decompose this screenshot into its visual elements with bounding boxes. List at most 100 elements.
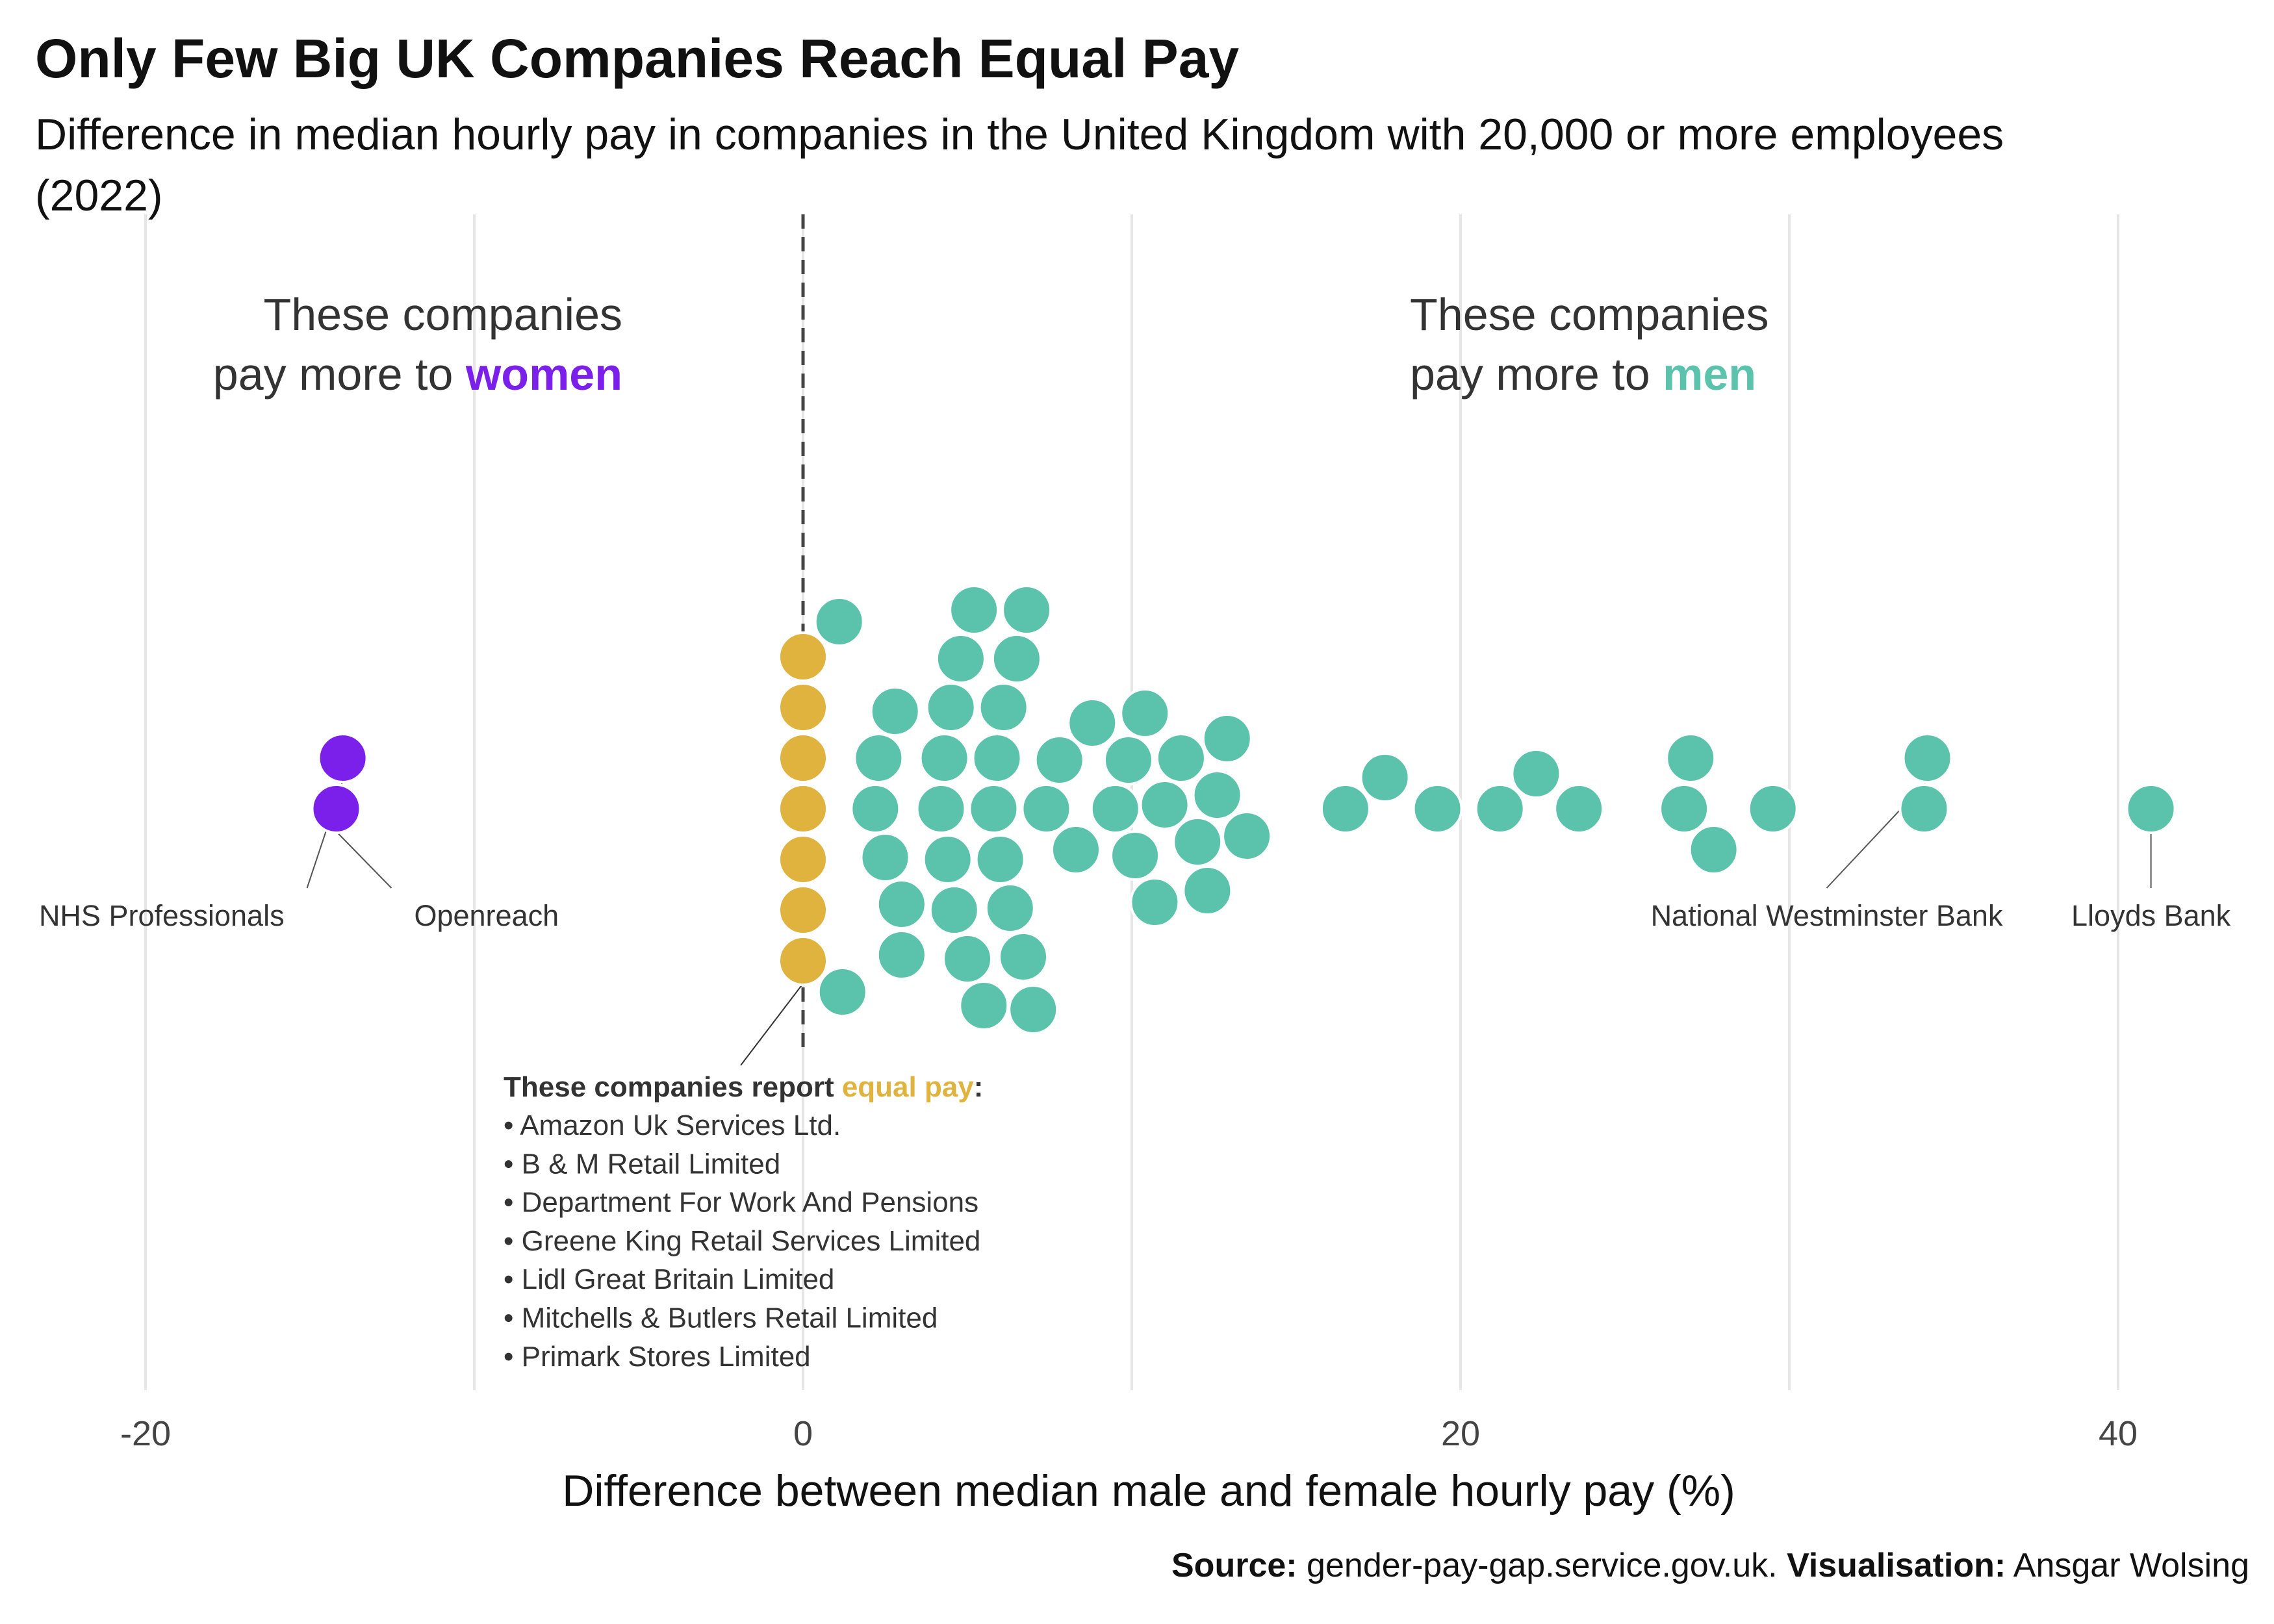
data-point-men — [1050, 824, 1101, 875]
data-point-men — [1090, 783, 1141, 834]
data-point-men — [1008, 984, 1059, 1035]
equal-pay-company: • Primark Stores Limited — [504, 1341, 811, 1373]
men-group-label-line1: These companies — [1410, 289, 1769, 340]
data-point-men — [1067, 698, 1118, 748]
equal-pay-company: • Lidl Great Britain Limited — [504, 1263, 834, 1295]
x-tick-label: 40 — [2099, 1414, 2138, 1453]
equal-pay-annotation: These companies report equal pay: • Amaz… — [504, 1071, 983, 1373]
data-point-men — [1110, 830, 1161, 881]
data-point-men — [1688, 824, 1739, 875]
data-point-men — [968, 783, 1019, 834]
source-label: Source: — [1171, 1547, 1297, 1584]
data-point-men — [1665, 733, 1717, 783]
data-point-men — [1474, 783, 1526, 834]
data-point-men — [1221, 811, 1273, 861]
data-point-men — [1201, 713, 1253, 764]
data-point-men — [971, 733, 1023, 783]
equal-pay-leader-line — [740, 983, 804, 1066]
data-point-men — [1172, 817, 1223, 867]
visualisation-label: Visualisation: — [1787, 1547, 2006, 1584]
data-point-men — [1359, 752, 1411, 803]
source-text: gender-pay-gap.service.gov.uk. — [1297, 1547, 1787, 1584]
data-point-men — [925, 682, 977, 733]
data-point-men — [1192, 770, 1243, 820]
women-group-label-line1: These companies — [263, 289, 622, 340]
data-point-men — [1511, 748, 1562, 799]
x-tick-label: 20 — [1441, 1414, 1480, 1453]
company-annotation-label: Openreach — [414, 899, 559, 932]
data-point-men — [984, 883, 1036, 933]
x-axis-tick-labels: -20 0 20 40 — [120, 1414, 2138, 1453]
data-point-women — [311, 783, 362, 834]
data-point-men — [975, 834, 1026, 885]
data-point-equal — [778, 783, 828, 834]
data-point-men — [991, 633, 1042, 684]
company-annotation-label: National Westminster Bank — [1651, 899, 2003, 932]
data-point-men — [1155, 733, 1207, 783]
equal-pay-company: • Mitchells & Butlers Retail Limited — [504, 1302, 938, 1334]
equal-pay-company: • Greene King Retail Services Limited — [504, 1225, 980, 1257]
x-axis-label: Difference between median male and femal… — [562, 1466, 1735, 1516]
data-point-men — [1034, 735, 1085, 785]
data-point-men — [998, 932, 1049, 982]
data-point-men — [817, 967, 868, 1017]
data-point-men — [922, 834, 973, 885]
source-caption: Source: gender-pay-gap.service.gov.uk. V… — [1171, 1546, 2249, 1585]
annotation-leader-lines — [306, 780, 2152, 1066]
data-point-men — [1182, 865, 1233, 916]
men-group-label-line2: pay more to men — [1410, 349, 1756, 400]
x-tick-label: -20 — [120, 1414, 171, 1453]
data-point-men — [919, 733, 970, 783]
data-point-men — [942, 933, 993, 984]
data-point-men — [958, 980, 1010, 1031]
x-tick-label: 0 — [793, 1414, 813, 1453]
data-point-men — [1412, 783, 1463, 834]
data-point-men — [2125, 783, 2177, 834]
data-points — [311, 585, 2177, 1035]
company-annotation-label: NHS Professionals — [39, 899, 285, 932]
data-point-men — [1001, 585, 1053, 635]
annotation-labels: NHS Professionals Openreach National Westm… — [39, 899, 2231, 932]
data-point-men — [928, 885, 980, 935]
data-point-men — [1103, 735, 1154, 785]
data-point-equal — [778, 733, 828, 783]
data-point-men — [1553, 783, 1605, 834]
equal-pay-heading: These companies report equal pay: — [504, 1071, 983, 1103]
data-point-men — [869, 686, 921, 737]
data-point-men — [1129, 877, 1181, 928]
data-point-men — [935, 633, 986, 684]
data-point-men — [876, 879, 927, 930]
equal-pay-company: • Department For Work And Pensions — [504, 1187, 978, 1219]
chart-title: Only Few Big UK Companies Reach Equal Pa… — [35, 28, 1240, 89]
data-point-equal — [778, 935, 828, 986]
data-point-men — [1320, 783, 1371, 834]
data-point-men — [1902, 733, 1953, 783]
data-point-men — [853, 733, 904, 783]
data-point-men — [915, 783, 967, 834]
data-point-men — [978, 682, 1029, 733]
equal-pay-company: • Amazon Uk Services Ltd. — [504, 1110, 841, 1141]
data-point-men — [1021, 783, 1072, 834]
data-point-men — [1119, 688, 1171, 739]
data-point-men — [1747, 783, 1798, 834]
data-point-equal — [778, 682, 828, 733]
data-point-equal — [778, 834, 828, 885]
data-point-men — [1898, 783, 1950, 834]
data-point-men — [850, 783, 901, 834]
equal-pay-company-list: • Amazon Uk Services Ltd. • B & M Retail … — [504, 1110, 980, 1373]
data-point-men — [860, 832, 911, 883]
data-point-men — [813, 596, 865, 647]
data-point-equal — [778, 885, 828, 935]
leader-line — [335, 831, 392, 889]
equal-pay-company: • B & M Retail Limited — [504, 1148, 780, 1180]
data-point-women — [317, 733, 368, 783]
women-group-label-line2: pay more to women — [213, 349, 622, 400]
company-annotation-label: Lloyds Bank — [2071, 899, 2231, 932]
data-point-men — [1659, 783, 1710, 834]
visualisation-text: Ansgar Wolsing — [2006, 1547, 2249, 1584]
data-point-men — [949, 585, 1000, 635]
chart-subtitle: Difference in median hourly pay in compa… — [35, 110, 2004, 220]
data-point-equal — [778, 631, 828, 682]
data-point-men — [1139, 780, 1190, 830]
